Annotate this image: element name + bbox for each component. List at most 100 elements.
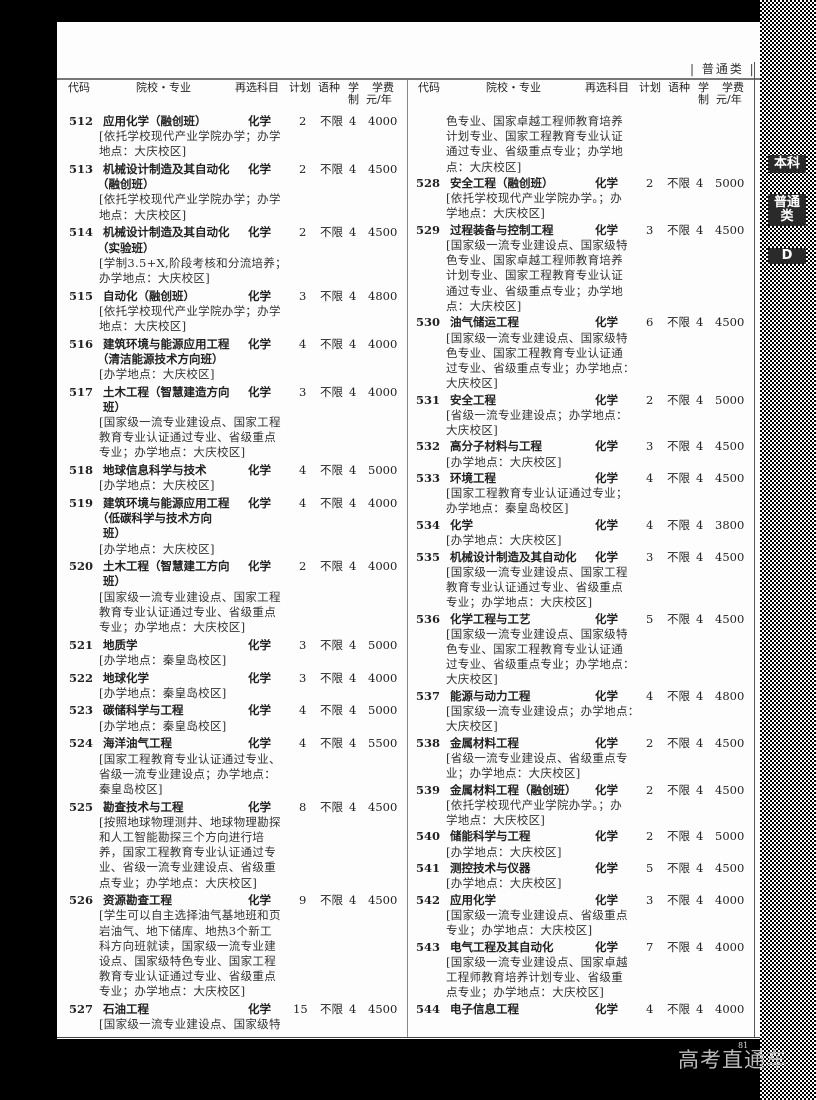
subject: 化学 — [248, 225, 271, 240]
program-code: 528 — [415, 176, 440, 191]
fee: 4500 — [715, 861, 745, 876]
major-name: （低碳科学与技术方向 — [97, 511, 212, 526]
subject: 化学 — [248, 799, 271, 814]
fee: 4500 — [715, 611, 745, 626]
col-header-language: 语种 — [668, 81, 690, 94]
subject: 化学 — [595, 782, 618, 797]
major-name: 机械设计制造及其自动化 — [450, 549, 577, 564]
side-tab-letter: D — [768, 248, 806, 264]
language: 不限 — [667, 735, 690, 750]
major-name: 班） — [103, 399, 126, 414]
major-note: 教育专业认证通过专业、省级重点 — [99, 969, 276, 984]
program-code: 533 — [415, 471, 440, 486]
table-row: 543 化学 7 不限 4 4000 电气工程及其自动化 [国家级一流专业建设点、国家卓越 工程… — [408, 940, 748, 1001]
col-header-duration-2: 制 — [698, 93, 709, 106]
fee: 4500 — [715, 439, 745, 454]
language: 不限 — [667, 392, 690, 407]
fee: 4800 — [715, 688, 745, 703]
major-note: [国家工程教育专业认证通过专业、 — [99, 751, 281, 766]
plan-count: 3 — [646, 439, 654, 454]
fee: 4000 — [715, 939, 745, 954]
language: 不限 — [320, 463, 343, 478]
major-note: 点专业；办学地点：大庆校区] — [99, 875, 258, 890]
major-note: 养，国家工程教育专业认证通过专 — [99, 845, 276, 860]
table-row: 530 化学 6 不限 4 4500 油气储运工程 [国家级一流专业建设点、国家级特 色专业、国… — [408, 315, 748, 391]
major-note: [国家级一流专业建设点、国家工程 — [446, 564, 628, 579]
program-code: 513 — [68, 162, 93, 177]
major-note: [国家级一流专业建设点、国家级特 — [446, 238, 628, 253]
subject: 化学 — [595, 471, 618, 486]
plan-count: 6 — [646, 315, 654, 330]
duration: 4 — [349, 225, 357, 240]
major-name: 高分子材料与工程 — [450, 439, 542, 454]
major-note: [依托学校现代产业学院办学。；办 — [446, 191, 623, 206]
major-note: [省级一流专业建设点；办学地点： — [446, 407, 628, 422]
subject: 化学 — [595, 861, 618, 876]
language: 不限 — [667, 782, 690, 797]
language: 不限 — [667, 829, 690, 844]
program-code: 527 — [68, 1002, 93, 1016]
plan-count: 15 — [293, 1002, 308, 1016]
major-name: 机械设计制造及其自动化 — [103, 162, 230, 177]
duration: 4 — [349, 670, 357, 685]
col-header-plan: 计划 — [639, 81, 661, 94]
major-note: [国家级一流专业建设点、国家卓越 — [446, 954, 628, 969]
table-row: 535 化学 3 不限 4 4500 机械设计制造及其自动化 [国家级一流专业建设点、国家工程… — [408, 550, 748, 611]
table-row: 529 化学 3 不限 4 4500 过程装备与控制工程 [国家级一流专业建设点、国家级特 色专… — [408, 223, 748, 314]
page-number: 81 — [738, 1041, 749, 1050]
table-row: 526 化学 9 不限 4 4500 资源勘查工程 [学生可以自主选择油气基地班和页 岩油气、地… — [61, 893, 401, 999]
major-note: 省级一流专业建设点；办学地点： — [99, 766, 276, 781]
plan-count: 4 — [646, 688, 654, 703]
subject: 化学 — [595, 939, 618, 954]
major-name: 碳储科学与工程 — [103, 703, 184, 718]
table-row: 540 化学 2 不限 4 5000 储能科学与工程 [办学地点：大庆校区] — [408, 829, 748, 859]
section-category: | 普通类 | — [690, 62, 756, 76]
subject: 化学 — [595, 176, 618, 191]
duration: 4 — [696, 222, 704, 237]
plan-count: 2 — [646, 829, 654, 844]
subject: 化学 — [595, 222, 618, 237]
table-row: 514 化学 2 不限 4 4500 机械设计制造及其自动化 （实验班） [学制3.5+X,阶段… — [61, 225, 401, 286]
language: 不限 — [667, 222, 690, 237]
table-row: 536 化学 5 不限 4 4500 化学工程与工艺 [国家级一流专业建设点、国家级特 色专业、… — [408, 612, 748, 688]
table-row: 532 化学 3 不限 4 4500 高分子材料与工程 [办学地点：大庆校区] — [408, 439, 748, 469]
language: 不限 — [667, 176, 690, 191]
fee: 4500 — [715, 471, 745, 486]
footer-rule — [57, 1037, 760, 1038]
major-name: 过程装备与控制工程 — [450, 222, 554, 237]
major-note: 大庆校区] — [446, 672, 498, 687]
plan-count: 2 — [299, 162, 307, 177]
plan-count: 4 — [299, 496, 307, 510]
major-note: 色专业、国家工程教育专业认证通 — [446, 345, 623, 360]
subject: 化学 — [248, 1002, 271, 1016]
major-name: 自动化（融创班） — [103, 288, 195, 303]
major-note: 专业；办学地点：大庆校区] — [446, 923, 593, 938]
language: 不限 — [667, 861, 690, 876]
table-row: 512 化学 2 不限 4 4000 应用化学（融创班） [依托学校现代产业学院办学；办学 地点… — [61, 114, 401, 160]
major-name: 土木工程（智慧建工方向 — [103, 559, 230, 574]
col-header-fee: 学费 — [372, 81, 394, 94]
table-row: 524 化学 4 不限 4 5500 海洋油气工程 [国家工程教育专业认证通过专业、 省级一流专… — [61, 736, 401, 797]
major-note: 大庆校区] — [446, 376, 498, 391]
subject: 化学 — [248, 670, 271, 685]
program-code: 520 — [68, 559, 93, 574]
major-name: 资源勘查工程 — [103, 893, 172, 908]
major-note: [办学地点：大庆校区] — [99, 478, 215, 493]
language: 不限 — [667, 892, 690, 907]
subject: 化学 — [248, 162, 271, 177]
subject: 化学 — [248, 559, 271, 574]
major-note: [办学地点：大庆校区] — [446, 844, 562, 859]
major-note: [办学地点：大庆校区] — [446, 454, 562, 469]
subject: 化学 — [595, 1001, 618, 1016]
fee: 4500 — [715, 549, 745, 564]
subject: 化学 — [595, 892, 618, 907]
major-note: [办学地点：大庆校区] — [446, 876, 562, 891]
major-note: 专业；办学地点：大庆校区] — [99, 620, 246, 634]
fee: 4000 — [715, 892, 745, 907]
major-note: 计划专业、国家工程教育专业认证 — [446, 268, 623, 283]
language: 不限 — [667, 517, 690, 532]
major-note: 通过专业、省级重点专业；办学地 — [446, 144, 623, 159]
major-note: 教育专业认证通过专业、省级重点 — [99, 430, 276, 445]
language: 不限 — [667, 439, 690, 454]
major-note: 计划专业、国家工程教育专业认证 — [446, 129, 623, 144]
